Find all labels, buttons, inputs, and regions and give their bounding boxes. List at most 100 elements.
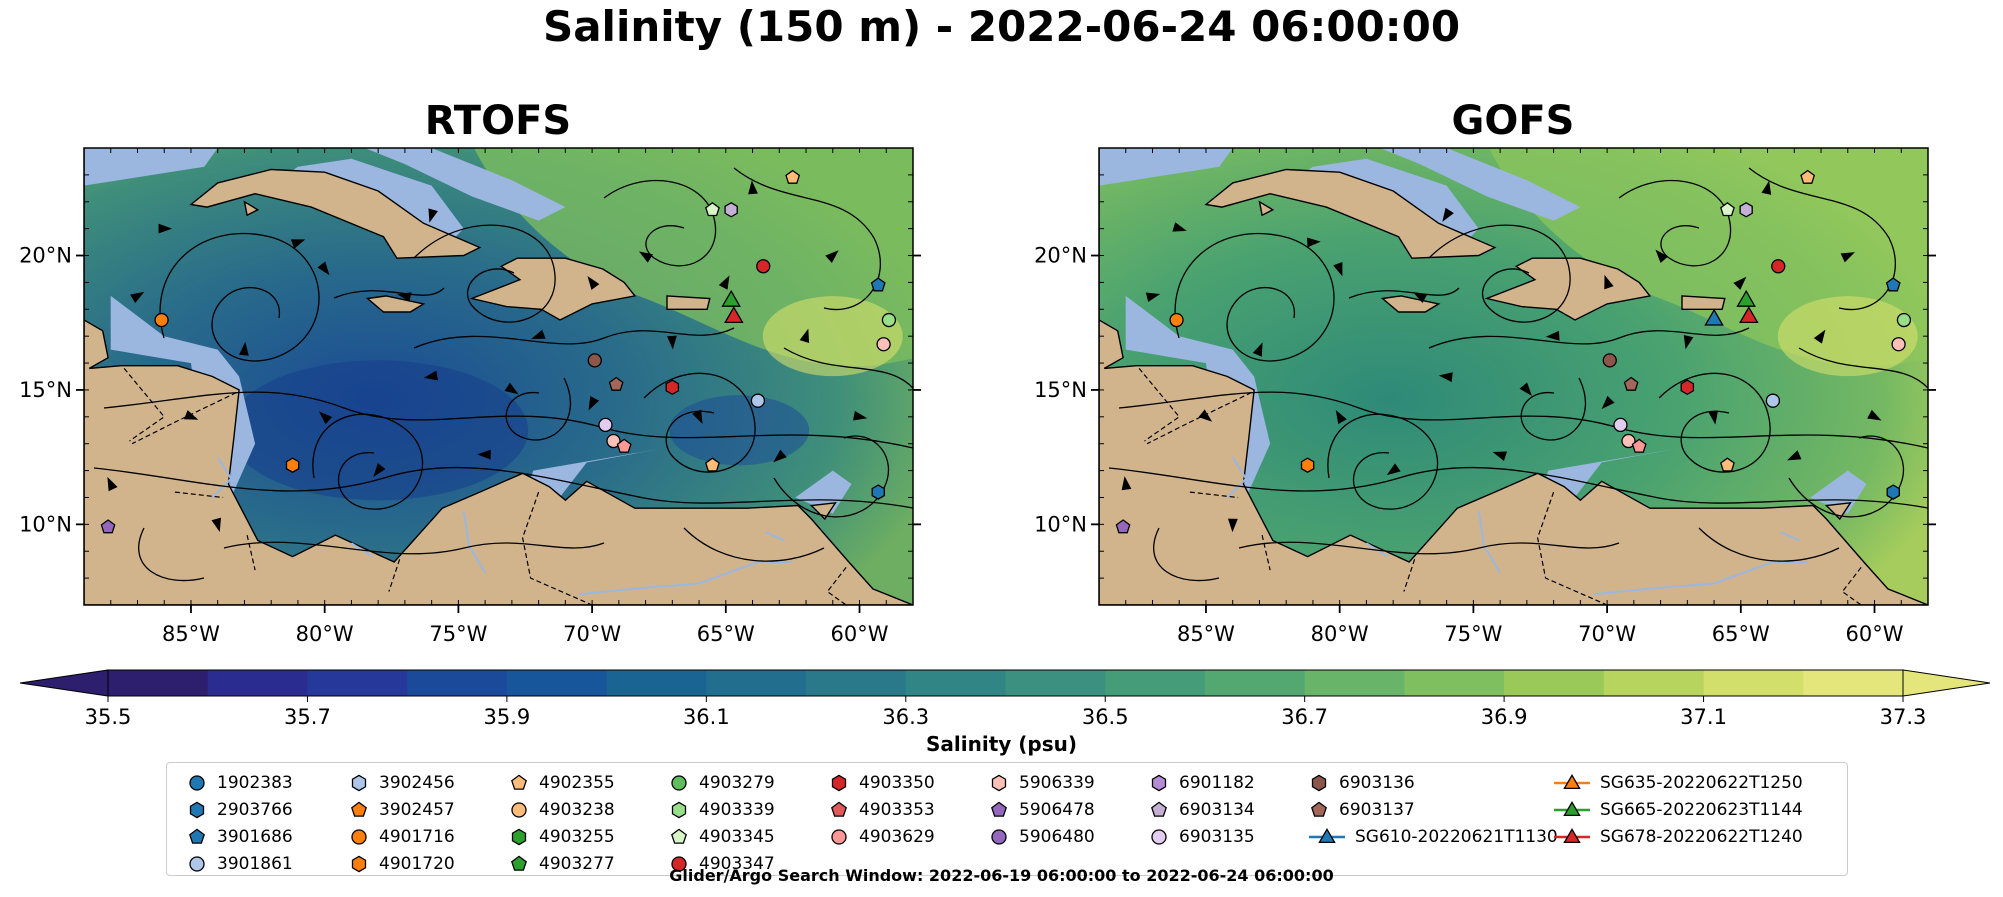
legend-marker-icon <box>991 801 1007 817</box>
legend-entry: 4901716 <box>347 823 455 850</box>
map-panel-rtofs[interactable]: 85°W 80°W 75°W 70°W 65°W 60°W 20°N 15°N 10°N <box>19 147 921 646</box>
lon-tick-label: 80°W <box>1311 622 1369 646</box>
map-panel-gofs[interactable]: 85°W 80°W 75°W 70°W 65°W 60°W 20°N 15°N 10°N <box>1034 147 1936 646</box>
legend-marker-icon <box>991 774 1007 791</box>
legend-marker-icon <box>351 801 367 817</box>
legend-entry: SG635-20220622T1250 <box>1552 769 1803 796</box>
legend-marker-icon <box>351 774 367 791</box>
legend-label: 4901720 <box>379 853 455 874</box>
legend-entry: SG678-20220622T1240 <box>1552 823 1803 850</box>
colorbar-tick-label: 35.9 <box>484 705 531 729</box>
legend-hexagon-icon <box>351 774 367 791</box>
argo-float-marker <box>587 353 602 368</box>
lat-tick-label: 15°N <box>19 378 72 402</box>
legend-entry: 3901861 <box>185 850 293 877</box>
legend-hexagon-icon <box>831 774 847 791</box>
argo-float-marker <box>616 438 632 453</box>
legend-marker-icon <box>189 801 205 818</box>
legend-marker-icon <box>511 855 527 871</box>
legend-circle-icon <box>671 855 687 872</box>
colorbar-label: Salinity (psu) <box>925 732 1077 756</box>
legend-pentagon-icon <box>1311 801 1327 817</box>
lat-tick-label: 10°N <box>19 512 72 536</box>
argo-float-marker <box>1720 457 1735 472</box>
glider-marker <box>724 306 744 324</box>
legend-label: 4901716 <box>379 826 455 847</box>
argo-float-marker <box>1300 457 1315 473</box>
legend-entry: 6903134 <box>1147 796 1255 823</box>
landmass <box>1258 200 1275 217</box>
legend-marker-icon <box>189 828 205 844</box>
panel-title-rtofs: RTOFS <box>424 98 572 144</box>
salinity-colorbar: 35.5 35.7 35.9 36.1 36.3 36.5 36.7 36.9 37.1 37.3 <box>19 669 1991 729</box>
argo-float-marker <box>665 379 680 396</box>
legend-label: 4903339 <box>699 799 775 820</box>
legend-entry: 4903277 <box>507 850 615 877</box>
legend-label: 3901861 <box>217 853 293 874</box>
legend-entry: 4903255 <box>507 823 615 850</box>
legend-marker-icon <box>671 801 687 818</box>
legend-label: 6903136 <box>1339 772 1415 793</box>
legend-marker-icon <box>1309 827 1345 843</box>
legend-label: SG635-20220622T1250 <box>1600 772 1803 793</box>
float-glider-legend: 1902383 2903766 3901686 3901861 3902456 39024… <box>166 762 1848 876</box>
legend-label: 5906478 <box>1019 799 1095 820</box>
lon-tick-label: 70°W <box>1578 622 1636 646</box>
legend-triangle-icon <box>1563 800 1581 816</box>
lat-tick-label: 15°N <box>1034 378 1087 402</box>
colorbar-tick-label: 36.7 <box>1281 705 1328 729</box>
legend-entry: 4901720 <box>347 850 455 877</box>
legend-entry: SG665-20220623T1144 <box>1552 796 1803 823</box>
legend-marker-icon <box>189 774 205 791</box>
landmass <box>365 295 426 313</box>
legend-circle-icon <box>1151 828 1167 845</box>
colorbar-tick-label: 36.5 <box>1082 705 1129 729</box>
legend-triangle-icon <box>1563 827 1581 843</box>
legend-triangle-icon <box>1318 827 1336 843</box>
legend-label: 4903629 <box>859 826 935 847</box>
legend-label: 6903137 <box>1339 799 1415 820</box>
legend-circle-icon <box>671 774 687 791</box>
legend-entry: 4903345 <box>667 823 775 850</box>
argo-float-marker <box>750 393 766 408</box>
argo-float-marker <box>1115 519 1131 534</box>
lon-tick-label: 65°W <box>697 622 755 646</box>
landmass <box>1099 148 1928 605</box>
legend-hexagon-icon <box>671 801 687 818</box>
colorbar-tick-label: 36.9 <box>1481 705 1528 729</box>
argo-float-marker <box>100 519 116 534</box>
legend-entry: 4903353 <box>827 796 935 823</box>
lon-tick-label: 60°W <box>1846 622 1904 646</box>
legend-hexagon-icon <box>351 855 367 872</box>
landmass <box>1681 295 1726 311</box>
colorbar-tick-label: 37.3 <box>1880 705 1927 729</box>
legend-label: SG610-20220621T1130 <box>1355 826 1558 847</box>
legend-label: 6903134 <box>1179 799 1255 820</box>
argo-float-marker <box>606 433 621 449</box>
argo-float-marker <box>870 277 886 292</box>
argo-float-marker <box>1896 312 1912 328</box>
legend-entry: 4902355 <box>507 769 615 796</box>
legend-hexagon-icon <box>1151 774 1167 791</box>
argo-float-marker <box>1680 379 1695 396</box>
legend-label: 1902383 <box>217 772 293 793</box>
argo-float-marker <box>598 417 613 433</box>
legend-marker-icon <box>1311 774 1327 791</box>
legend-pentagon-icon <box>511 855 527 871</box>
lon-tick-label: 70°W <box>563 622 621 646</box>
current-streamlines <box>1108 167 1928 582</box>
legend-hexagon-icon <box>189 801 205 818</box>
legend-marker-icon <box>1151 828 1167 845</box>
argo-float-marker <box>1885 277 1901 292</box>
landmass <box>189 168 482 259</box>
legend-entry: 5906480 <box>987 823 1095 850</box>
legend-pentagon-icon <box>189 828 205 844</box>
legend-label: 3901686 <box>217 826 293 847</box>
legend-circle-icon <box>991 828 1007 845</box>
legend-marker-icon <box>511 828 527 845</box>
legend-entry: 1902383 <box>185 769 293 796</box>
legend-circle-icon <box>351 828 367 845</box>
argo-float-marker <box>154 312 169 328</box>
argo-float-marker <box>285 457 300 473</box>
